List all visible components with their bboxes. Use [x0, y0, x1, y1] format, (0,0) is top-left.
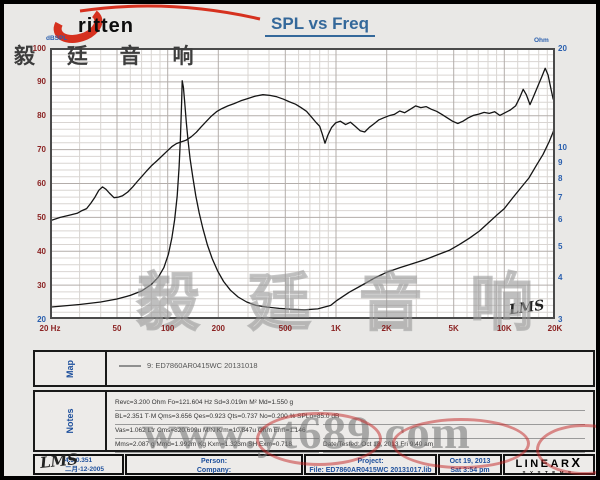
y-right-tick: 4: [558, 273, 563, 283]
lms-version-date: 二月-12-2005: [65, 465, 105, 473]
map-box: Map 9: ED7860AR0415WC 20131018: [33, 350, 595, 387]
notes-label: Notes: [65, 408, 75, 434]
watermark-stamp-oval: [256, 412, 382, 466]
y-right-tick: 3: [558, 314, 563, 324]
x-axis-tick: 50: [112, 324, 122, 333]
y-left-tick: 60: [37, 179, 46, 188]
plot-area: [50, 48, 555, 319]
note-line: [323, 397, 585, 411]
chart-svg: [50, 48, 555, 319]
y-left-tick: 50: [37, 212, 46, 222]
y-left-tick: 20: [37, 314, 46, 324]
y-right-tick: 5: [558, 241, 563, 251]
note-line: Mms=2.087 g Mmd=1.992m Kg Kxm=1.323m SH …: [115, 439, 319, 453]
logo-text: ritten: [78, 15, 134, 37]
notes-left-column: Revc=3.200 Ohm Fo=121.604 Hz Sd=3.019m M…: [115, 397, 339, 453]
x-axis-tick: 10K: [496, 324, 512, 333]
x-axis-tick: 100: [160, 324, 175, 333]
linearx-systems: SYSTEMS: [522, 470, 576, 475]
note-line: Revc=3.200 Ohm Fo=121.604 Hz Sd=3.019m M…: [115, 397, 319, 411]
watermark-chinese: 毅 廷 音 响: [136, 268, 549, 339]
footer-person-cell: Person: Company:: [125, 454, 303, 475]
x-axis-tick: 500: [278, 324, 292, 333]
y-left-tick: 90: [37, 77, 46, 87]
notes-label-cell: Notes: [35, 392, 107, 450]
legend-text: 9: ED7860AR0415WC 20131018: [147, 361, 258, 370]
note-line: BL=2.351 T·M Qms=3.656 Qes=0.923 Qts=0.7…: [115, 411, 339, 425]
x-axis-tick: 2K: [381, 324, 392, 333]
logo-chinese-text: 毅 廷 音 响: [14, 45, 207, 68]
y-right-tick: 10: [558, 142, 567, 152]
x-axis-tick: 20K: [547, 324, 563, 333]
y-left-tick: 70: [37, 145, 46, 155]
legend-line-icon: [119, 364, 141, 367]
axis-label-ohm: Ohm: [534, 37, 549, 44]
person-label: Person:: [200, 458, 228, 465]
map-label-cell: Map: [35, 352, 107, 385]
x-axis-tick: 200: [211, 324, 225, 333]
y-right-tick: 7: [558, 193, 563, 203]
lms-version: 4.5.0.351: [65, 457, 93, 464]
lms-footer-logo: LMS: [39, 450, 79, 472]
company-label: Company:: [196, 467, 232, 474]
y-right-tick: 8: [558, 174, 563, 184]
y-right-tick: 20: [558, 43, 567, 53]
report-time: Sat 3:54 pm: [450, 467, 490, 474]
watermark-stamp-oval: [392, 418, 530, 469]
x-axis-tick: 1K: [330, 324, 342, 333]
axis-label-dbspl: dBSPL: [46, 35, 68, 42]
y-right-tick: 9: [558, 157, 563, 167]
x-axis-tick: 20 Hz: [39, 324, 61, 333]
project-label: Project:: [357, 458, 384, 465]
y-left-tick: 30: [37, 280, 46, 290]
footer-version-cell: LMS 4.5.0.351 二月-12-2005: [33, 450, 124, 475]
y-left-tick: 80: [37, 111, 46, 121]
page-title: SPL vs Freq: [44, 14, 596, 37]
x-axis-tick: 5K: [448, 324, 459, 333]
file-label: File: ED7860AR0415WC 20131017.lib: [309, 467, 432, 474]
logo-swoosh-icon: [53, 4, 261, 43]
y-right-tick: 6: [558, 215, 563, 225]
map-label: Map: [65, 359, 75, 378]
y-left-tick: 40: [37, 246, 46, 256]
note-line: Vas=1.062 Ltr Cms=820.699u M/N Krm=10.84…: [115, 425, 319, 439]
y-left-tick: 100: [32, 43, 46, 53]
legend-row: 9: ED7860AR0415WC 20131018: [119, 361, 258, 370]
